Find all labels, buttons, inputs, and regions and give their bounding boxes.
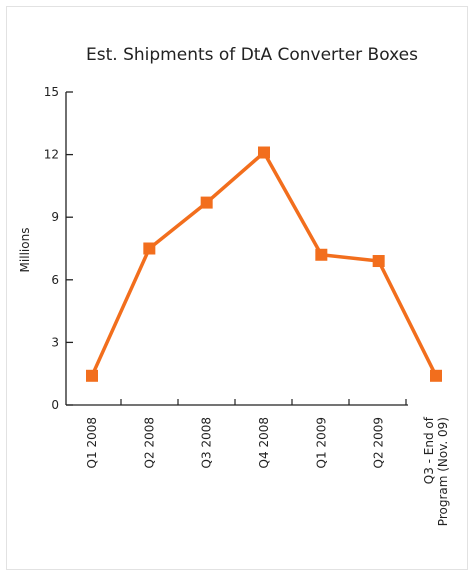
data-point [86,369,98,382]
data-point [258,146,270,159]
data-point [143,242,156,255]
x-tick-label-line: Q1 2008 [85,417,99,468]
series-layer [86,146,442,382]
y-axis-label: Millions [18,228,32,273]
y-tick-label: 9 [51,210,59,224]
x-tick-label-line: Q1 2009 [314,417,328,468]
data-point [200,196,213,209]
y-tick-label: 6 [51,273,59,287]
y-tick-label: 0 [51,398,59,412]
x-tick-label-line: Q3 2008 [200,417,214,468]
x-tick-label: Q2 2008 [142,417,156,468]
x-tick-label-line: Q2 2008 [142,417,156,468]
chart-title: Est. Shipments of DtA Converter Boxes [86,45,418,65]
y-ticks: 0 3 6 9 12 15 [44,85,73,412]
x-tick-label: Q4 2008 [257,417,271,468]
y-tick-label: 15 [44,85,59,99]
x-tick-label-line: Q4 2008 [257,417,271,468]
x-tick-label: Q1 2008 [85,417,99,468]
x-tick-label-line: Program (Nov. 09) [436,417,450,526]
x-tick-label: Q1 2009 [314,417,328,468]
x-tick-label: Q2 2009 [372,417,386,468]
y-tick-label: 12 [44,148,59,162]
x-tick-label: Q3 - End of Program (Nov. 09) [422,416,450,526]
data-point [430,369,442,382]
axes [65,92,408,406]
data-point [372,255,385,268]
y-tick-label: 3 [51,335,59,349]
data-point [315,248,328,261]
x-tick-label: Q3 2008 [200,417,214,468]
x-tick-label-line: Q2 2009 [372,417,386,468]
x-ticks: Q1 2008 Q2 2008 Q3 2008 Q4 2008 Q1 2009 Q2 20… [85,399,450,526]
x-tick-label-line: Q3 - End of [422,416,436,484]
